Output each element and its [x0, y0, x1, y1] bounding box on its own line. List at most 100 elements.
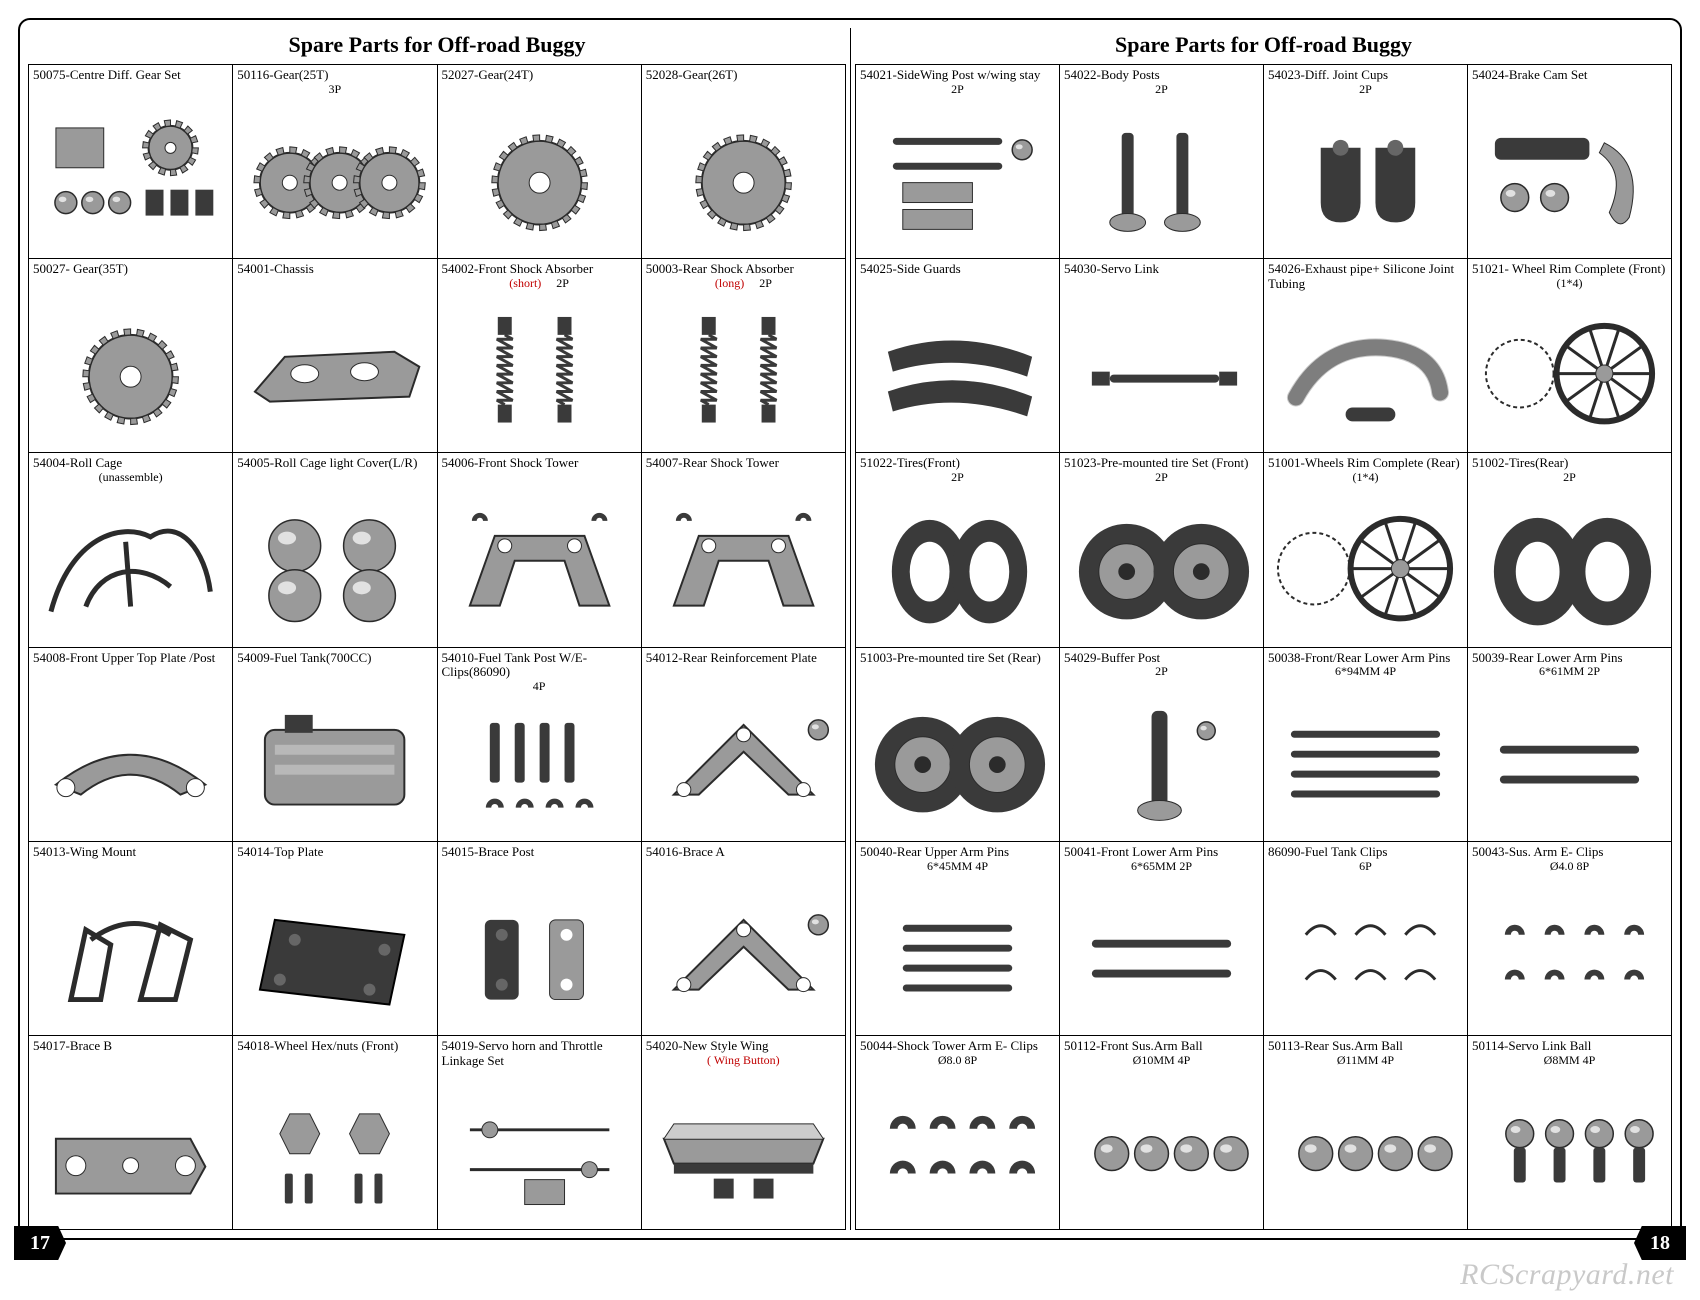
part-label: 54029-Buffer Post2P [1060, 648, 1263, 681]
part-sublabel: 2P [860, 471, 1055, 485]
right-title: Spare Parts for Off-road Buggy [855, 32, 1672, 58]
part-label: 54010-Fuel Tank Post W/E-Clips(86090)4P [438, 648, 641, 696]
right-cell: 51023-Pre-mounted tire Set (Front)2P [1060, 453, 1264, 647]
part-sublabel: 6P [1268, 860, 1463, 874]
left-cell: 50003-Rear Shock Absorber(long) 2P [642, 259, 846, 453]
left-cell: 54007-Rear Shock Tower [642, 453, 846, 647]
part-sublabel: 6*65MM 2P [1064, 860, 1259, 874]
part-label: 52028-Gear(26T) [642, 65, 845, 97]
part-label: 50044-Shock Tower Arm E- ClipsØ8.0 8P [856, 1036, 1059, 1069]
part-label: 54015-Brace Post [438, 842, 641, 874]
part-illustration [233, 1068, 436, 1229]
part-illustration [233, 874, 436, 1035]
part-illustration [1468, 680, 1671, 840]
part-label: 54008-Front Upper Top Plate /Post [29, 648, 232, 680]
part-illustration [856, 680, 1059, 841]
part-sublabel: 6*45MM 4P [860, 860, 1055, 874]
part-label: 50003-Rear Shock Absorber(long) 2P [642, 259, 845, 292]
part-label: 50038-Front/Rear Lower Arm Pins6*94MM 4P [1264, 648, 1467, 681]
part-label: 51021- Wheel Rim Complete (Front)(1*4) [1468, 259, 1671, 292]
right-cell: 51002-Tires(Rear)2P [1468, 453, 1672, 647]
part-illustration [233, 680, 436, 841]
part-illustration [642, 680, 845, 841]
part-illustration [1264, 874, 1467, 1034]
left-cell: 54008-Front Upper Top Plate /Post [29, 648, 233, 842]
part-label: 50039-Rear Lower Arm Pins6*61MM 2P [1468, 648, 1671, 681]
part-label: 50112-Front Sus.Arm BallØ10MM 4P [1060, 1036, 1263, 1069]
left-cell: 50075-Centre Diff. Gear Set [29, 65, 233, 259]
part-sublabel: 3P [237, 83, 432, 97]
part-label: 54020-New Style Wing( Wing Button) [642, 1036, 845, 1069]
part-label: 54007-Rear Shock Tower [642, 453, 845, 485]
part-label: 51003-Pre-mounted tire Set (Rear) [856, 648, 1059, 680]
right-cell: 54029-Buffer Post2P [1060, 648, 1264, 842]
part-sublabel: (long) 2P [646, 277, 841, 291]
watermark: RCScrapyard.net [1460, 1258, 1674, 1292]
part-illustration [642, 97, 845, 258]
part-label: 51022-Tires(Front)2P [856, 453, 1059, 486]
left-cell: 52028-Gear(26T) [642, 65, 846, 259]
right-cell: 51001-Wheels Rim Complete (Rear)(1*4) [1264, 453, 1468, 647]
part-illustration [1060, 680, 1263, 840]
left-grid: 50075-Centre Diff. Gear Set50116-Gear(25… [28, 64, 846, 1230]
right-cell: 50114-Servo Link BallØ8MM 4P [1468, 1036, 1672, 1230]
part-illustration [856, 98, 1059, 258]
part-sublabel: Ø8MM 4P [1472, 1054, 1667, 1068]
page-number-left: 17 [14, 1226, 66, 1260]
part-illustration [1264, 293, 1467, 452]
part-label: 54030-Servo Link [1060, 259, 1263, 291]
part-illustration [1060, 1069, 1263, 1229]
part-sublabel: (short) 2P [442, 277, 637, 291]
part-label: 54006-Front Shock Tower [438, 453, 641, 485]
part-illustration [438, 292, 641, 452]
part-illustration [1060, 486, 1263, 646]
part-illustration [233, 291, 436, 452]
left-cell: 52027-Gear(24T) [438, 65, 642, 259]
part-sublabel: Ø4.0 8P [1472, 860, 1667, 874]
right-cell: 51003-Pre-mounted tire Set (Rear) [856, 648, 1060, 842]
right-cell: 50043-Sus. Arm E- ClipsØ4.0 8P [1468, 842, 1672, 1036]
part-label: 54005-Roll Cage light Cover(L/R) [233, 453, 436, 485]
left-cell: 54001-Chassis [233, 259, 437, 453]
right-cell: 54024-Brake Cam Set [1468, 65, 1672, 259]
part-illustration [1468, 292, 1671, 452]
part-label: 52027-Gear(24T) [438, 65, 641, 97]
part-sublabel: ( Wing Button) [646, 1054, 841, 1068]
part-label: 54014-Top Plate [233, 842, 436, 874]
part-label: 54026-Exhaust pipe+ Silicone Joint Tubin… [1264, 259, 1467, 293]
part-label: 54021-SideWing Post w/wing stay2P [856, 65, 1059, 98]
part-sublabel: 2P [860, 83, 1055, 97]
part-illustration [29, 291, 232, 452]
part-sublabel: (1*4) [1472, 277, 1667, 291]
left-cell: 54019-Servo horn and Throttle Linkage Se… [438, 1036, 642, 1230]
part-sublabel: 2P [1064, 665, 1259, 679]
part-illustration [438, 485, 641, 646]
right-cell: 51021- Wheel Rim Complete (Front)(1*4) [1468, 259, 1672, 453]
part-label: 50040-Rear Upper Arm Pins6*45MM 4P [856, 842, 1059, 875]
part-illustration [642, 1069, 845, 1229]
left-page: Spare Parts for Off-road Buggy 50075-Cen… [28, 28, 850, 1230]
right-cell: 54030-Servo Link [1060, 259, 1264, 453]
part-label: 54018-Wheel Hex/nuts (Front) [233, 1036, 436, 1068]
right-cell: 50040-Rear Upper Arm Pins6*45MM 4P [856, 842, 1060, 1036]
right-cell: 54021-SideWing Post w/wing stay2P [856, 65, 1060, 259]
part-illustration [438, 97, 641, 258]
part-label: 54004-Roll Cage(unassemble) [29, 453, 232, 486]
part-label: 54012-Rear Reinforcement Plate [642, 648, 845, 680]
part-illustration [856, 1069, 1059, 1229]
part-label: 54002-Front Shock Absorber(short) 2P [438, 259, 641, 292]
part-label: 50043-Sus. Arm E- ClipsØ4.0 8P [1468, 842, 1671, 875]
part-illustration [438, 874, 641, 1035]
part-sublabel: 2P [1064, 83, 1259, 97]
part-illustration [1468, 1069, 1671, 1229]
part-label: 54013-Wing Mount [29, 842, 232, 874]
page-border: Spare Parts for Off-road Buggy 50075-Cen… [18, 18, 1682, 1240]
left-cell: 54015-Brace Post [438, 842, 642, 1036]
part-sublabel: 6*94MM 4P [1268, 665, 1463, 679]
part-illustration [29, 874, 232, 1035]
right-cell: 50041-Front Lower Arm Pins6*65MM 2P [1060, 842, 1264, 1036]
part-illustration [438, 1070, 641, 1229]
right-grid: 54021-SideWing Post w/wing stay2P54022-B… [855, 64, 1672, 1230]
part-sublabel: Ø8.0 8P [860, 1054, 1055, 1068]
part-label: 51002-Tires(Rear)2P [1468, 453, 1671, 486]
